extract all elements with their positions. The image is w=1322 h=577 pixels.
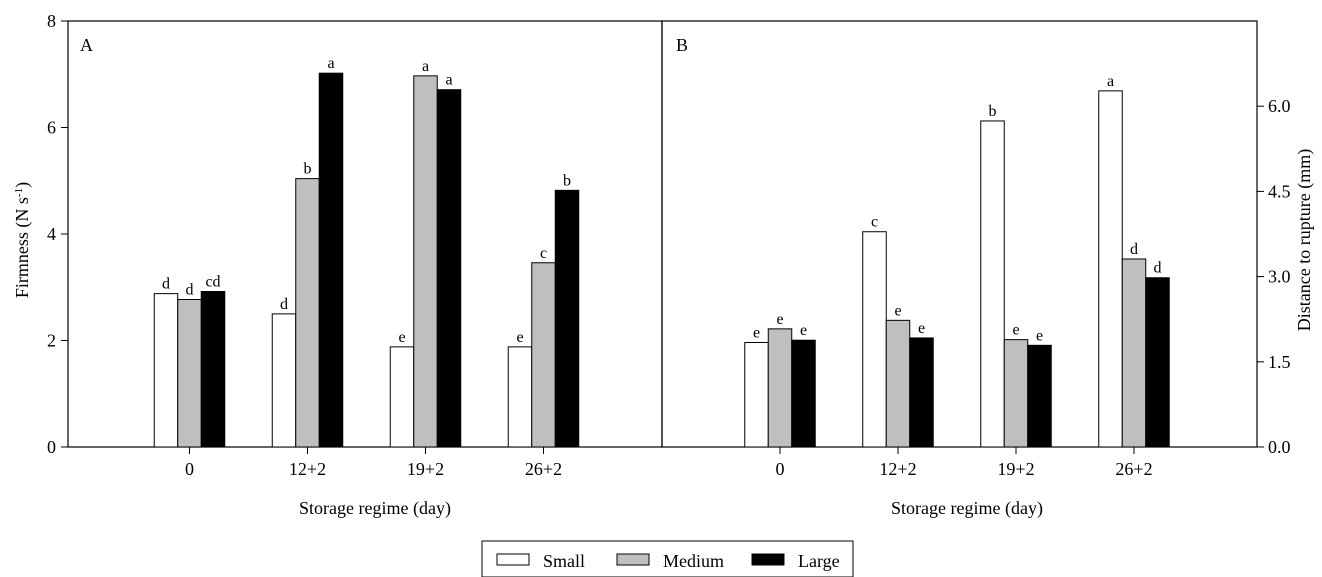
panel-a-y-axis-label-end: ) bbox=[12, 182, 33, 188]
panel-b-bar-medium-2 bbox=[1003, 339, 1029, 448]
panel-b-bar-letter-large-2: e bbox=[1036, 327, 1043, 344]
panel-b-bar-letter-medium-3: d bbox=[1130, 241, 1138, 258]
legend-swatch-medium bbox=[616, 553, 650, 566]
panel-b-bar-letter-medium-0: e bbox=[776, 311, 783, 328]
panel-b-xtick-2: 19+2 bbox=[997, 459, 1034, 479]
panel-b-bar-large-2 bbox=[1027, 344, 1052, 448]
panel-b-y-axis-label: Distance to rupture (mm) bbox=[1294, 149, 1315, 331]
panel-b-x-axis-label: Storage regime (day) bbox=[891, 498, 1043, 519]
panel-b-bar-small-0 bbox=[744, 341, 769, 448]
panel-a-y-axis-label: Firmness (N s-1) bbox=[12, 182, 33, 298]
panel-a-bar-letter-large-3: b bbox=[563, 172, 571, 189]
panel-a-bar-small-2 bbox=[389, 346, 415, 448]
legend-frame bbox=[481, 540, 854, 577]
panel-b-frame bbox=[661, 20, 1258, 448]
panel-a-bar-medium-1 bbox=[295, 178, 320, 448]
panel-a-ytick-0: 0 bbox=[47, 437, 56, 457]
panel-a-bar-letter-large-2: a bbox=[445, 72, 452, 89]
panel-a-xtick-1: 12+2 bbox=[289, 459, 326, 479]
panel-b-bar-small-3 bbox=[1098, 90, 1123, 448]
legend-swatch-large bbox=[751, 553, 785, 566]
panel-a-bar-letter-medium-0: d bbox=[186, 281, 194, 298]
panel-a-y-axis-label-main: Firmness (N s bbox=[12, 197, 33, 298]
panel-b-bar-large-1 bbox=[909, 337, 934, 448]
panel-a-bar-small-3 bbox=[507, 346, 533, 448]
panel-b-bar-small-1 bbox=[862, 231, 887, 448]
panel-a-bar-large-1 bbox=[318, 72, 344, 448]
legend-swatch-small bbox=[496, 553, 530, 566]
panel-b-ytick-6: 6.0 bbox=[1268, 96, 1291, 116]
panel-b-ytick-4-5: 4.5 bbox=[1268, 181, 1291, 201]
panel-b-xtick-0: 0 bbox=[776, 459, 785, 479]
panel-a: A 0 2 4 6 8 0 12+2 19+2 26+2 Storage reg… bbox=[12, 11, 663, 519]
panel-b-ytick-0: 0.0 bbox=[1268, 437, 1291, 457]
panel-a-bar-letter-medium-1: b bbox=[304, 161, 312, 178]
panel-a-bar-letter-small-1: d bbox=[280, 296, 288, 313]
panel-b-bar-large-3 bbox=[1145, 277, 1170, 448]
panel-b-bar-small-2 bbox=[980, 120, 1005, 448]
panel-a-bar-medium-3 bbox=[531, 262, 556, 448]
panel-a-bar-small-0 bbox=[153, 293, 179, 448]
panel-a-bar-large-3 bbox=[554, 189, 580, 448]
panel-b-bar-large-0 bbox=[791, 339, 816, 448]
legend-label-small: Small bbox=[543, 551, 585, 571]
panel-b-bar-letter-small-1: c bbox=[871, 214, 878, 231]
panel-a-xtick-3: 26+2 bbox=[525, 459, 562, 479]
panel-b-xtick-1: 12+2 bbox=[879, 459, 916, 479]
panel-a-bar-medium-0 bbox=[177, 298, 202, 448]
panel-a-xtick-2: 19+2 bbox=[407, 459, 444, 479]
panel-a-bar-letter-large-1: a bbox=[327, 55, 334, 72]
panel-b-ytick-1-5: 1.5 bbox=[1268, 352, 1291, 372]
panel-a-ytick-8: 8 bbox=[47, 11, 56, 31]
panel-a-bar-large-0 bbox=[200, 291, 226, 448]
panel-a-bar-letter-small-2: e bbox=[398, 329, 405, 346]
panel-a-x-axis-label: Storage regime (day) bbox=[299, 498, 451, 519]
panel-a-ytick-6: 6 bbox=[47, 118, 56, 138]
panel-a-bar-letter-small-3: e bbox=[516, 329, 523, 346]
legend-label-medium: Medium bbox=[663, 551, 724, 571]
panel-b-bar-letter-large-1: e bbox=[918, 320, 925, 337]
panel-b-bar-medium-0 bbox=[767, 328, 793, 448]
panel-a-bar-letter-medium-2: a bbox=[422, 58, 429, 75]
panel-a-y-axis-label-superscript: -1 bbox=[13, 188, 25, 197]
panel-b-bar-letter-large-0: e bbox=[800, 322, 807, 339]
panel-a-bar-medium-2 bbox=[413, 75, 438, 448]
panel-b-bar-letter-medium-2: e bbox=[1012, 322, 1019, 339]
panel-b-bar-letter-small-0: e bbox=[753, 324, 760, 341]
panel-b-bar-letter-small-3: a bbox=[1107, 73, 1114, 90]
panel-a-bar-small-1 bbox=[271, 313, 297, 448]
panel-b-ytick-3: 3.0 bbox=[1268, 267, 1291, 287]
panel-b-bar-medium-3 bbox=[1121, 258, 1147, 448]
panel-a-bar-letter-small-0: d bbox=[162, 276, 170, 293]
panel-b-bar-letter-small-2: b bbox=[989, 103, 997, 120]
legend-label-large: Large bbox=[798, 551, 840, 571]
panel-a-bar-large-2 bbox=[436, 89, 462, 448]
panel-b-bar-letter-medium-1: e bbox=[894, 302, 901, 319]
panel-a-ytick-2: 2 bbox=[47, 331, 56, 351]
panel-b-xtick-3: 26+2 bbox=[1115, 459, 1152, 479]
panel-b-bar-medium-1 bbox=[885, 319, 911, 448]
panel-b-label: B bbox=[676, 35, 688, 55]
panel-a-ytick-4: 4 bbox=[47, 224, 56, 244]
panel-b-bar-letter-large-3: d bbox=[1154, 260, 1162, 277]
chart-legend: Small Medium Large bbox=[481, 540, 854, 577]
panel-a-label: A bbox=[80, 35, 93, 55]
panel-a-bar-letter-medium-3: c bbox=[540, 245, 547, 262]
panel-a-bar-letter-large-0: cd bbox=[205, 274, 220, 291]
panel-a-xtick-0: 0 bbox=[185, 459, 194, 479]
panel-b: B 0.0 1.5 3.0 4.5 6.0 0 12+2 19+2 26+2 S… bbox=[661, 20, 1315, 519]
